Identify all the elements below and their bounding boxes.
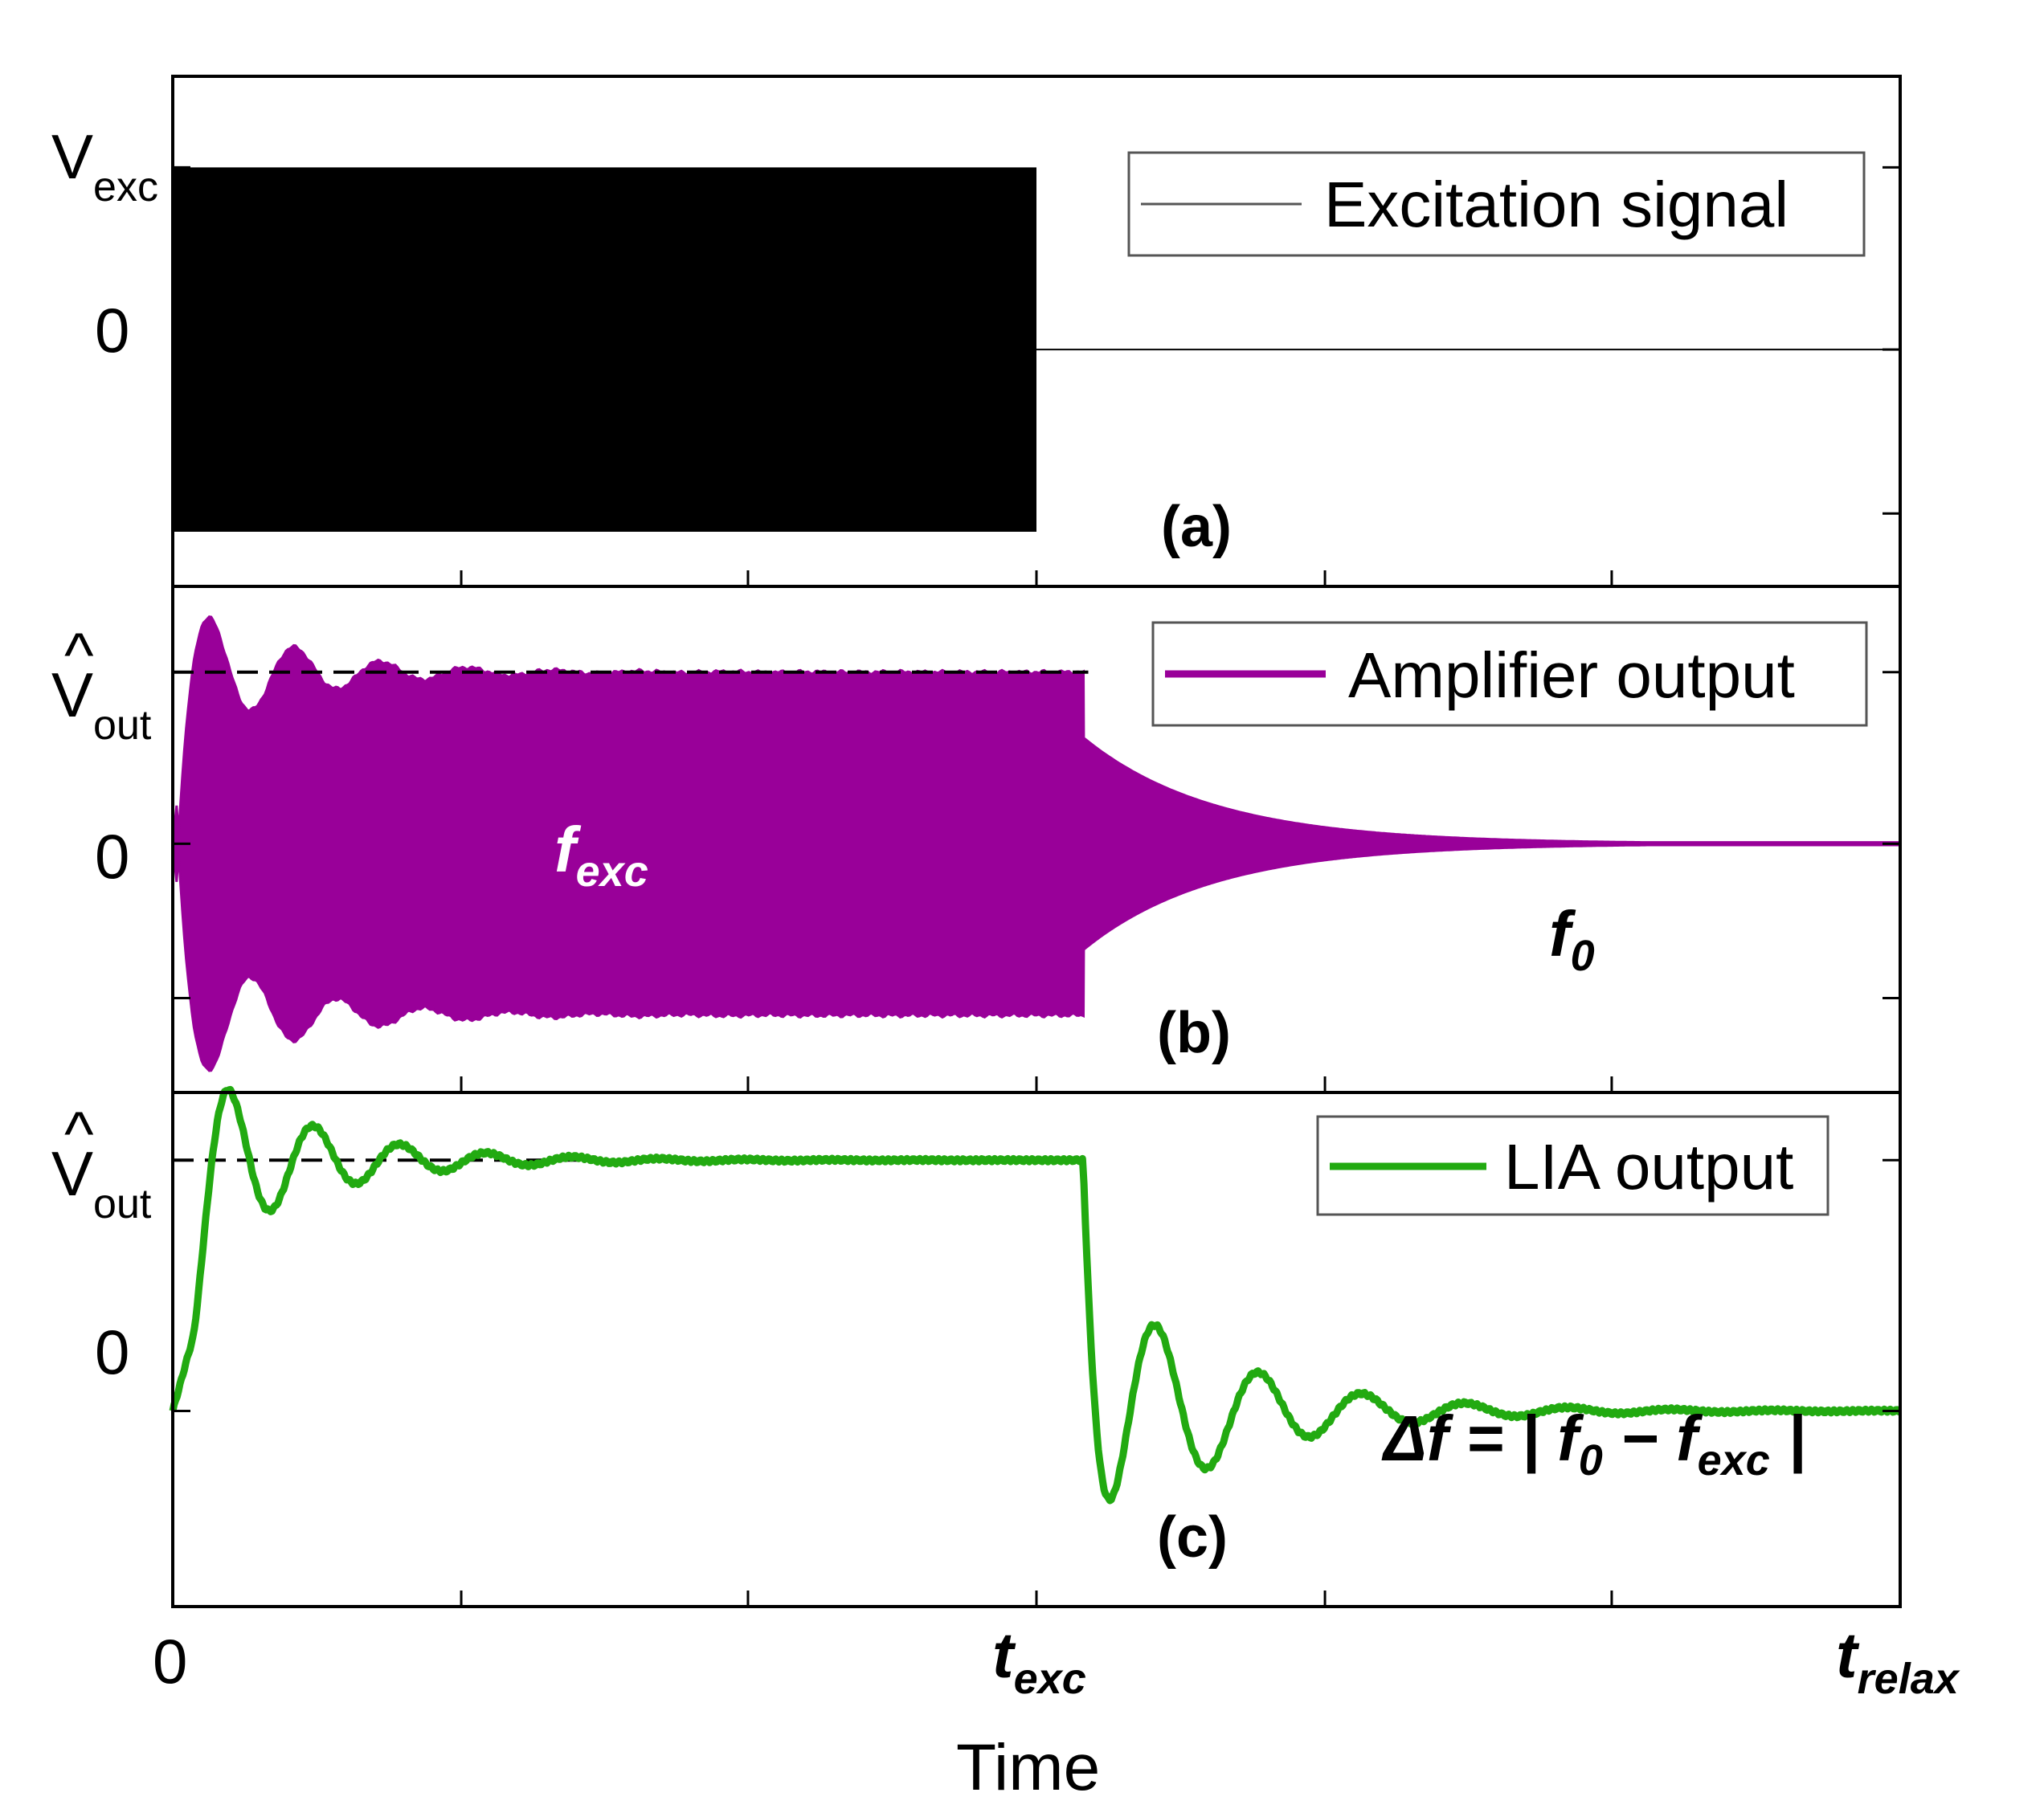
panel-a-series: [173, 167, 1900, 532]
panel-b-y-tick-amplitude: Vout: [51, 659, 152, 749]
x-axis-tick-labels: 0 texc trelax: [153, 1619, 1960, 1703]
x-tick-label-t-relax: trelax: [1836, 1619, 1960, 1703]
panel-b-label: (b): [1157, 1001, 1231, 1065]
x-tick-label-0: 0: [153, 1626, 187, 1697]
x-axis-label: Time: [956, 1731, 1100, 1804]
excitation-signal-burst: [173, 167, 1036, 532]
panel-a-y-tick-amplitude: Vexc: [51, 121, 158, 210]
panel-b-legend: Amplifier output: [1151, 621, 1868, 727]
panel-a-legend: Excitation signal: [1127, 151, 1866, 257]
panel-b-y-tick-hat: ^: [64, 619, 94, 690]
x-axis-ticks: [171, 570, 1902, 1607]
panel-b-y-tick-zero: 0: [95, 821, 129, 892]
panel-c-legend: LIA output: [1316, 1115, 1829, 1216]
panel-a: Vexc 0 Excitation signal (a): [51, 121, 1900, 559]
panel-c-y-tick-amplitude: Vout: [51, 1138, 152, 1227]
x-tick-label-t-exc: texc: [992, 1619, 1086, 1703]
panel-c-legend-label: LIA output: [1504, 1131, 1793, 1203]
panel-a-y-tick-zero: 0: [95, 295, 129, 365]
panel-b-legend-label: Amplifier output: [1348, 639, 1795, 711]
annotation-delta-f-formula: Δf = | f0 − fexc |: [1381, 1403, 1805, 1484]
panel-c-y-tick-hat: ^: [64, 1098, 94, 1169]
lia-output-series: [169, 1085, 1903, 1505]
panel-c-y-tick-zero: 0: [95, 1317, 129, 1387]
panel-a-label: (a): [1161, 495, 1232, 559]
panel-b-ticks: [173, 671, 1900, 1000]
panel-a-legend-label: Excitation signal: [1324, 169, 1788, 240]
panel-b: ^ Vout 0 Amplifier output fexc f0 (b): [51, 615, 1902, 1072]
panel-c-label: (c): [1157, 1505, 1228, 1570]
panel-c: ^ Vout 0 LIA output Δf = | f0 − fexc | (…: [51, 1085, 1903, 1570]
panel-c-ticks: [173, 1158, 1900, 1412]
panel-a-ticks: [173, 165, 1900, 515]
